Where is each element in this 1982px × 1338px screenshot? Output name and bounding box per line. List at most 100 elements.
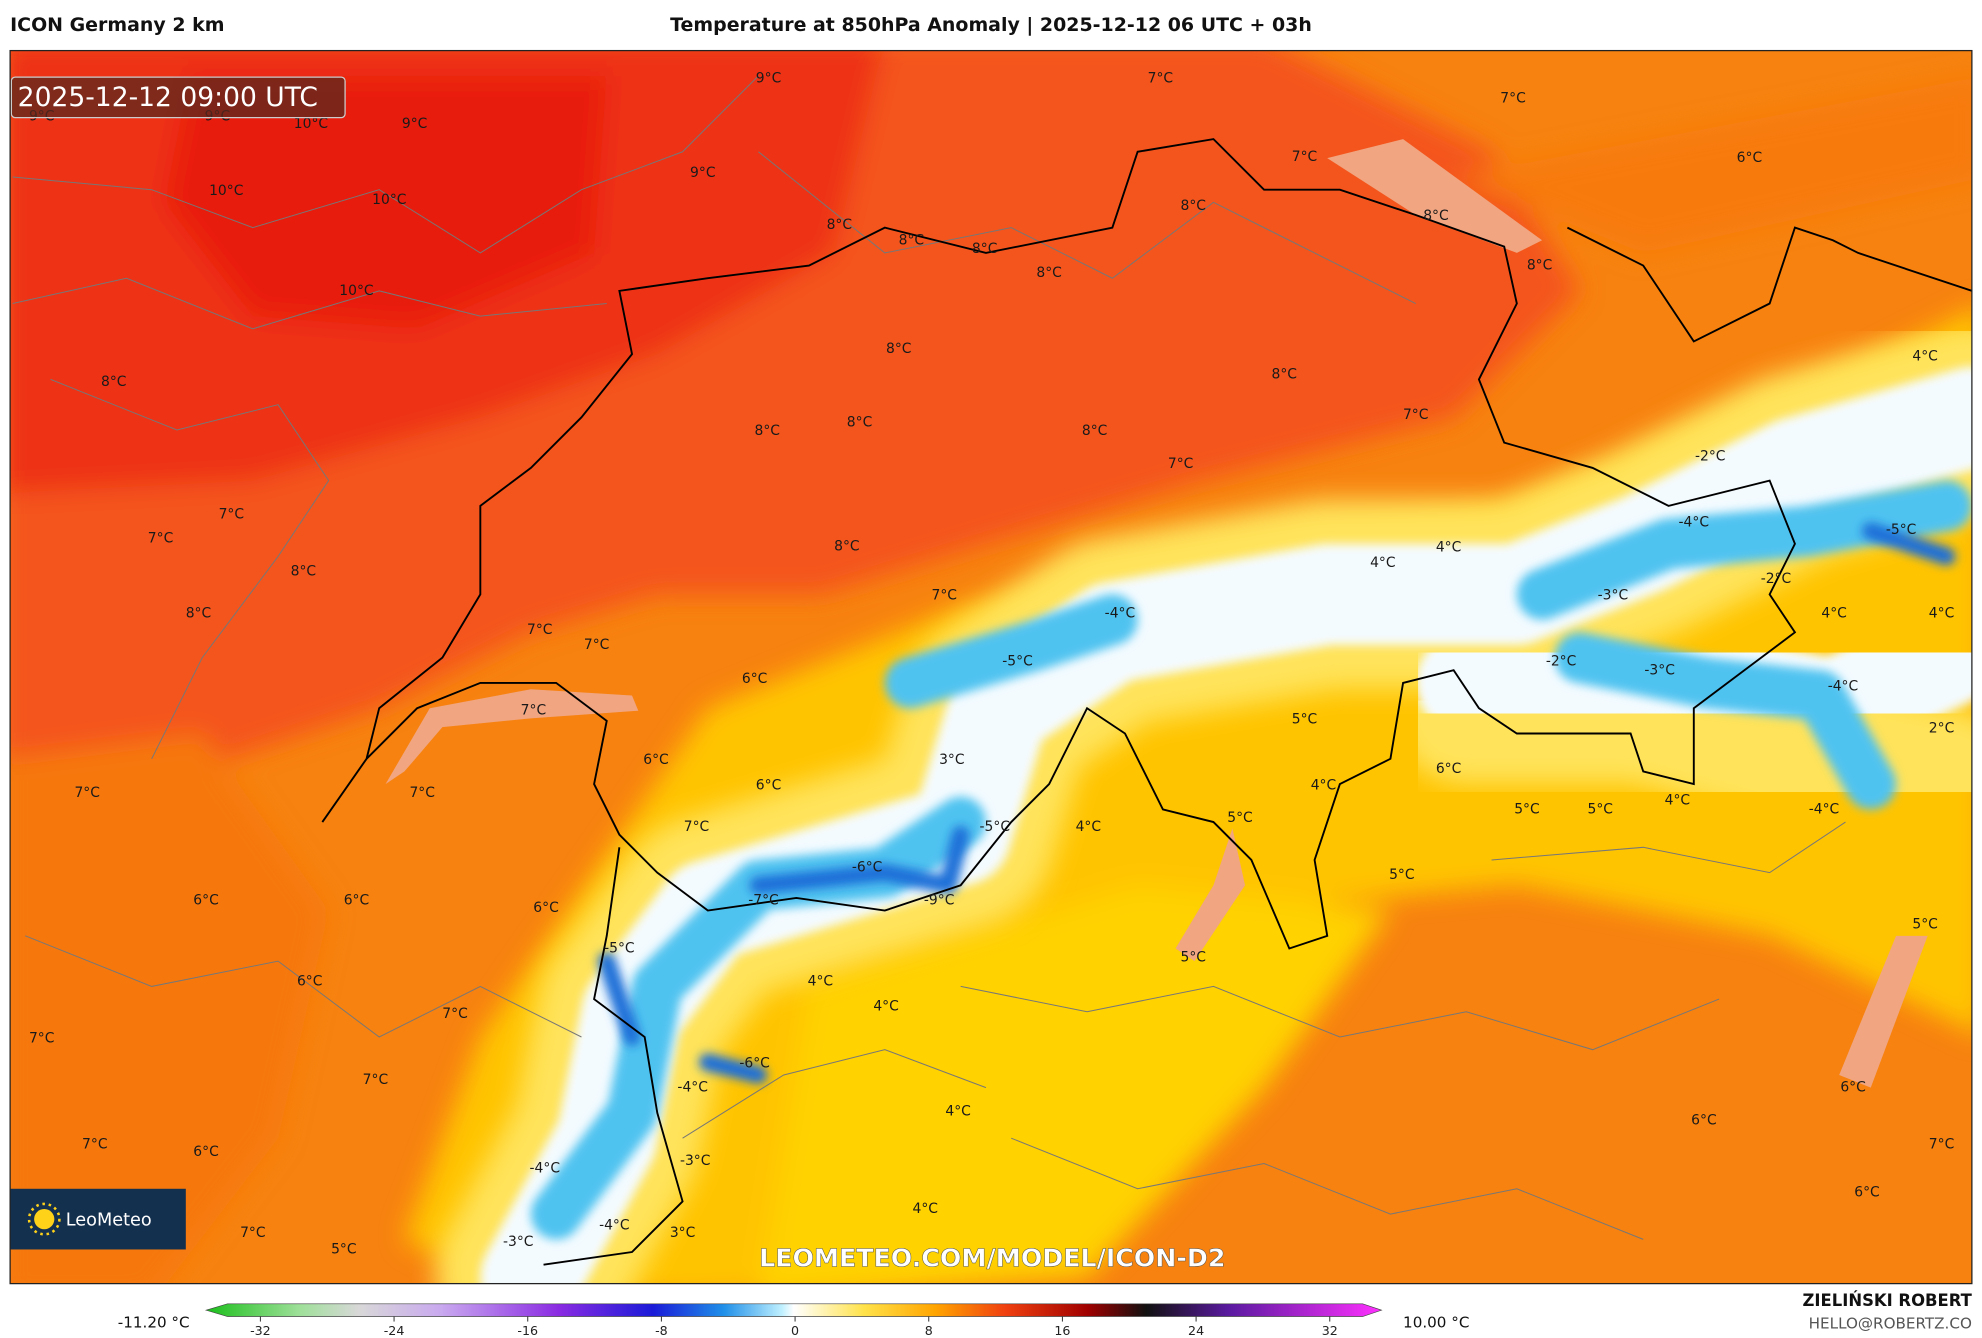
contour-label: 5°C <box>1227 810 1252 826</box>
contour-label: 6°C <box>1854 1185 1879 1201</box>
contour-label: 8°C <box>1272 366 1297 382</box>
contour-label: 5°C <box>1912 916 1937 932</box>
logo-text: LeoMeteo <box>66 1210 152 1230</box>
contour-label: 8°C <box>755 423 780 439</box>
contour-label: 7°C <box>684 819 709 835</box>
logo-sun <box>34 1209 55 1230</box>
contour-label: 7°C <box>442 1006 467 1022</box>
colorbar-tick-label: -8 <box>655 1323 668 1338</box>
timestamp: 2025-12-12 09:00 UTC <box>18 82 318 113</box>
contour-label: 5°C <box>1292 712 1317 728</box>
country-border <box>321 138 1797 950</box>
contour-label: -4°C <box>677 1080 707 1096</box>
contour-label: 8°C <box>827 217 852 233</box>
contour-label: 4°C <box>1076 819 1101 835</box>
lake-constance <box>1327 139 1543 253</box>
contour-labels: 9°C9°C10°C9°C9°C7°C7°C6°C10°C10°C9°C7°C8… <box>29 70 1954 1257</box>
contour-label: -5°C <box>980 819 1010 835</box>
contour-label: 4°C <box>873 999 898 1015</box>
colorbar-max: 10.00 °C <box>1403 1313 1469 1331</box>
contour-label: 6°C <box>533 900 558 916</box>
contour-label: -3°C <box>680 1153 710 1169</box>
contour-label: 5°C <box>331 1241 356 1257</box>
colorbar-tick-label: -24 <box>384 1323 405 1338</box>
contour-label: -2°C <box>1546 653 1576 669</box>
contour-label: 8°C <box>886 341 911 357</box>
map-title: Temperature at 850hPa Anomaly | 2025-12-… <box>670 14 1312 36</box>
contour-label: 7°C <box>148 531 173 547</box>
contour-label: -3°C <box>503 1234 533 1250</box>
contour-label: 6°C <box>1436 761 1461 777</box>
contour-label: 3°C <box>670 1225 695 1241</box>
colorbar-tick-label: 32 <box>1322 1323 1338 1338</box>
contour-label: 9°C <box>690 165 715 181</box>
contour-label: 6°C <box>756 777 781 793</box>
contour-label: 6°C <box>344 892 369 908</box>
contour-label: -3°C <box>1644 662 1674 678</box>
contour-label: 4°C <box>808 973 833 989</box>
contour-label: 4°C <box>1370 555 1395 571</box>
contour-label: 6°C <box>1737 150 1762 166</box>
contour-label: 7°C <box>1148 70 1173 86</box>
contour-label: -4°C <box>1828 679 1858 695</box>
contour-label: 7°C <box>1929 1137 1954 1153</box>
contour-label: 6°C <box>193 892 218 908</box>
contour-label: -5°C <box>604 940 634 956</box>
contour-label: -2°C <box>1695 449 1725 465</box>
contour-label: 7°C <box>527 622 552 638</box>
contour-label: 4°C <box>1436 540 1461 556</box>
map-area: 9°C9°C10°C9°C9°C7°C7°C6°C10°C10°C9°C7°C8… <box>10 50 1972 1284</box>
contour-label: 7°C <box>82 1137 107 1153</box>
contour-label: -6°C <box>739 1056 769 1072</box>
email: HELLO@ROBERTZ.CO <box>1809 1315 1972 1333</box>
map-frame <box>9 49 1973 1285</box>
contour-label: 8°C <box>291 564 316 580</box>
contour-label: -4°C <box>1105 605 1135 621</box>
contour-label: 9°C <box>756 70 781 86</box>
contour-label: 7°C <box>409 785 434 801</box>
country-border <box>543 226 1972 1266</box>
colorbar <box>204 1303 1383 1317</box>
contour-label: 8°C <box>972 241 997 257</box>
contour-label: 10°C <box>209 183 243 199</box>
contour-label: -4°C <box>1679 514 1709 530</box>
colorbar-tick-label: 8 <box>925 1323 933 1338</box>
contour-label: 8°C <box>1036 265 1061 281</box>
contour-label: 5°C <box>1514 801 1539 817</box>
contour-label: 8°C <box>186 605 211 621</box>
contour-label: -4°C <box>530 1161 560 1177</box>
contour-label: -6°C <box>852 860 882 876</box>
contour-label: 4°C <box>945 1104 970 1120</box>
contour-label: 8°C <box>1527 258 1552 274</box>
lake-maggiore <box>1175 828 1246 962</box>
contour-label: -9°C <box>924 892 954 908</box>
lake-garda <box>1839 935 1928 1088</box>
region-borders <box>12 75 1846 1240</box>
contour-label: 7°C <box>931 588 956 604</box>
contour-label: 7°C <box>1168 456 1193 472</box>
contour-label: 8°C <box>834 538 859 554</box>
contour-label: 7°C <box>1403 407 1428 423</box>
contour-label: 10°C <box>372 192 406 208</box>
contour-label: 3°C <box>939 752 964 768</box>
contour-label: 8°C <box>899 232 924 248</box>
contour-label: 2°C <box>1929 720 1954 736</box>
contour-label: -3°C <box>1598 588 1628 604</box>
contour-label: 4°C <box>1311 777 1336 793</box>
contour-label: 6°C <box>1840 1080 1865 1096</box>
contour-label: 7°C <box>74 785 99 801</box>
contour-label: 6°C <box>297 973 322 989</box>
colorbar-tick-label: -32 <box>250 1323 271 1338</box>
contour-label: -7°C <box>748 892 778 908</box>
contour-label: 10°C <box>294 116 328 132</box>
contour-label: 8°C <box>1082 423 1107 439</box>
contour-label: 8°C <box>101 374 126 390</box>
contour-label: 4°C <box>1912 349 1937 365</box>
contour-label: 6°C <box>1691 1112 1716 1128</box>
contour-label: 8°C <box>847 414 872 430</box>
contour-label: 4°C <box>1665 793 1690 809</box>
contour-label: -5°C <box>1886 522 1916 538</box>
colorbar-min: -11.20 °C <box>118 1313 190 1331</box>
model-name: ICON Germany 2 km <box>10 14 224 36</box>
